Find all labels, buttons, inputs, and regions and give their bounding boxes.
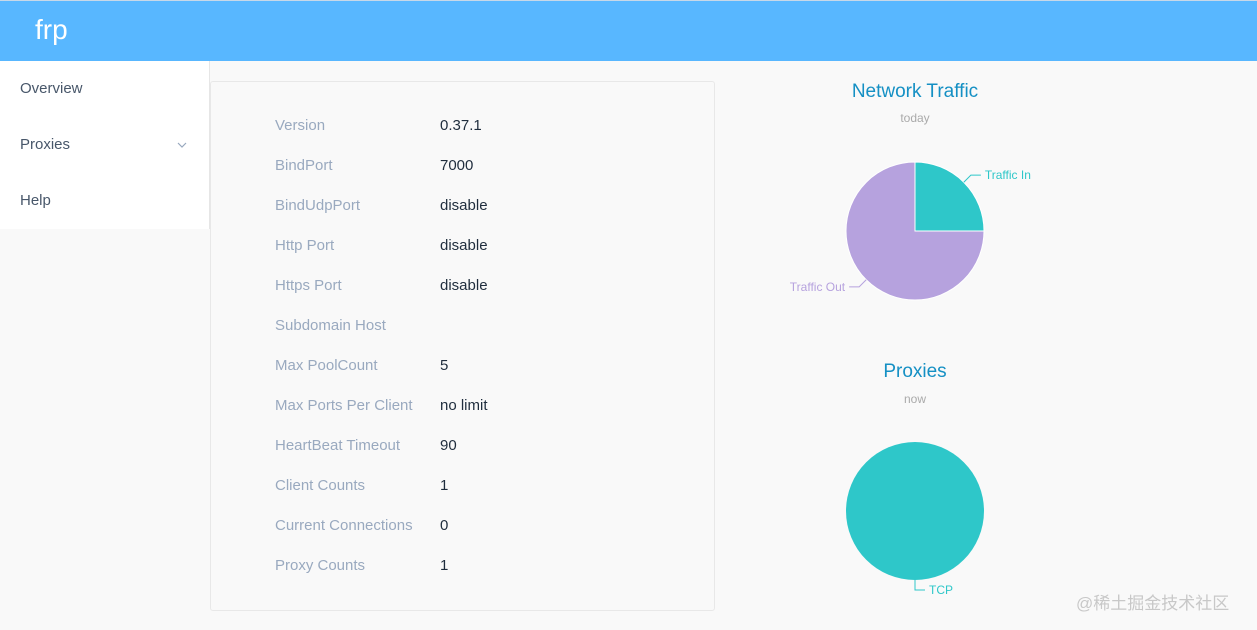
sidebar-item-proxies[interactable]: Proxies [0,117,209,173]
info-label: Version [275,117,326,134]
info-label: BindPort [275,157,333,174]
chevron-down-icon [177,117,187,173]
pie-label-line [914,580,925,591]
pie-label-line [963,174,981,183]
pie-label-traffic-in: Traffic In [985,168,1031,182]
info-value: disable [440,277,488,294]
pie-label-tcp: TCP [929,583,953,597]
info-value: 7000 [440,157,474,174]
brand-logo-text[interactable]: frp [35,14,68,45]
sidebar-item-label: Help [20,192,51,209]
info-label: Proxy Counts [275,557,366,574]
info-label: HeartBeat Timeout [275,437,401,454]
top-header: frp [0,0,1257,61]
sidebar-item-label: Proxies [20,136,71,153]
proxies-pie-chart: TCP [846,442,984,597]
info-value: 0 [440,517,449,534]
info-value: 90 [440,437,457,454]
info-label: Current Connections [275,517,413,534]
info-label: Max PoolCount [275,357,378,374]
info-label: Http Port [275,237,335,254]
traffic-chart-subtitle: today [900,111,930,125]
info-value: no limit [440,397,488,414]
sidebar-item-label: Overview [20,80,83,97]
pie-slice-tcp[interactable] [846,442,984,580]
info-value: 5 [440,357,449,374]
info-label: Subdomain Host [275,317,386,334]
watermark-text: @稀土掘金技术社区 [1076,594,1230,613]
server-info-panel: Version 0.37.1 BindPort 7000 BindUdpPort… [210,81,715,611]
info-value: disable [440,197,488,214]
info-value: disable [440,237,488,254]
info-label: BindUdpPort [275,197,361,214]
pie-slice-traffic-out[interactable] [845,161,985,301]
proxies-chart-title: Proxies [883,361,947,382]
traffic-chart-title: Network Traffic [851,81,979,102]
info-label: Client Counts [275,477,366,494]
sidebar-item-help[interactable]: Help [0,173,209,229]
traffic-pie-chart: Traffic In Traffic Out [790,161,1031,301]
sidebar-menu: Overview Proxies Help [0,61,210,229]
info-value: 1 [440,477,449,494]
proxies-chart-subtitle: now [903,392,926,406]
pie-slice-traffic-in[interactable] [914,161,985,232]
info-value: 0.37.1 [440,117,482,134]
pie-label-traffic-out: Traffic Out [790,280,846,294]
info-value: 1 [440,557,449,574]
info-label: Https Port [275,277,342,294]
pie-label-line [849,279,867,288]
info-label: Max Ports Per Client [275,397,413,414]
sidebar-item-overview[interactable]: Overview [0,61,209,117]
